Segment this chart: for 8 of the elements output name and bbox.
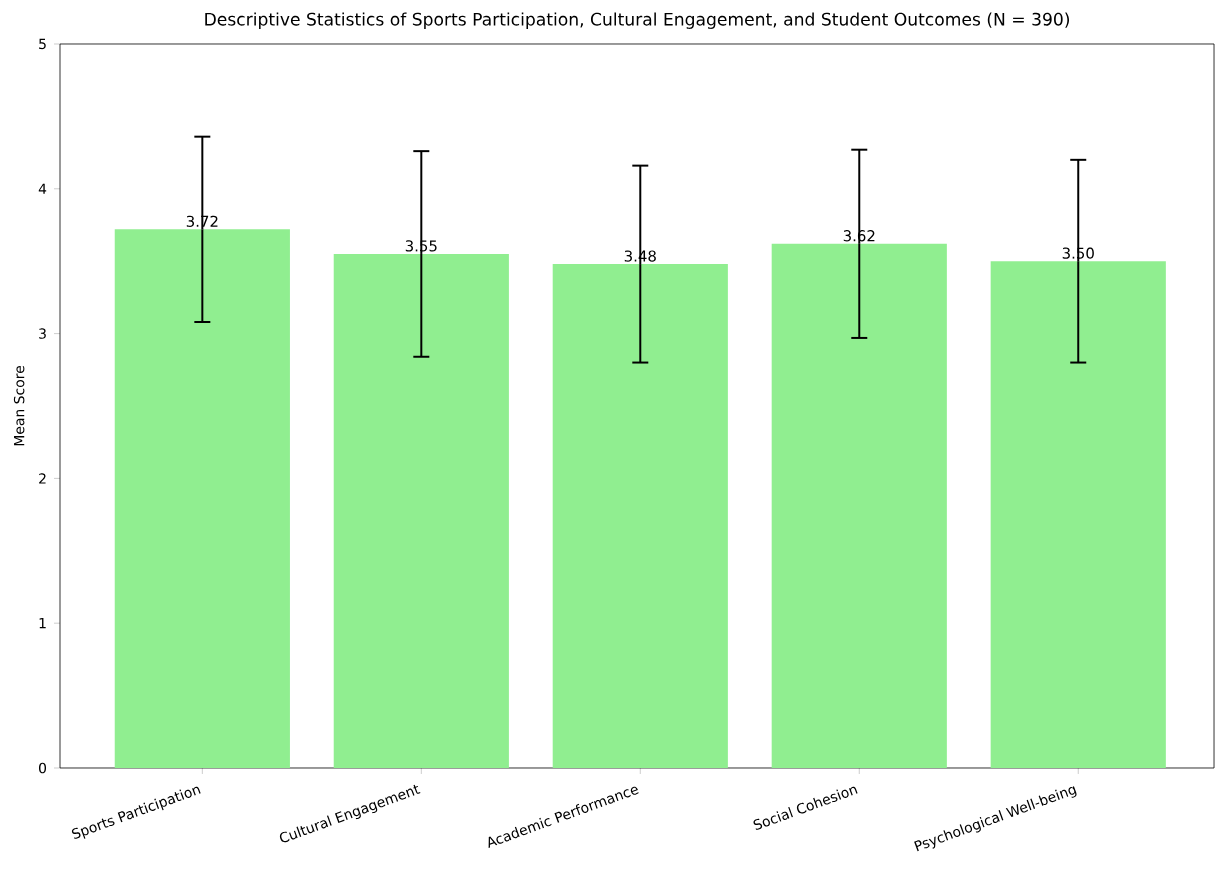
y-tick-label: 3 (39, 328, 46, 339)
y-tick-label: 1 (39, 618, 46, 629)
y-tick-label: 2 (39, 473, 46, 484)
y-axis-title: Mean Score (13, 365, 25, 446)
y-tick-label: 0 (38, 762, 47, 774)
chart-title: Descriptive Statistics of Sports Participation, Cultural Engagement, and Student Outcomes (N = 390) (205, 12, 1070, 29)
y-tick-label: 5 (39, 38, 46, 50)
y-tick-label: 4 (38, 183, 47, 194)
